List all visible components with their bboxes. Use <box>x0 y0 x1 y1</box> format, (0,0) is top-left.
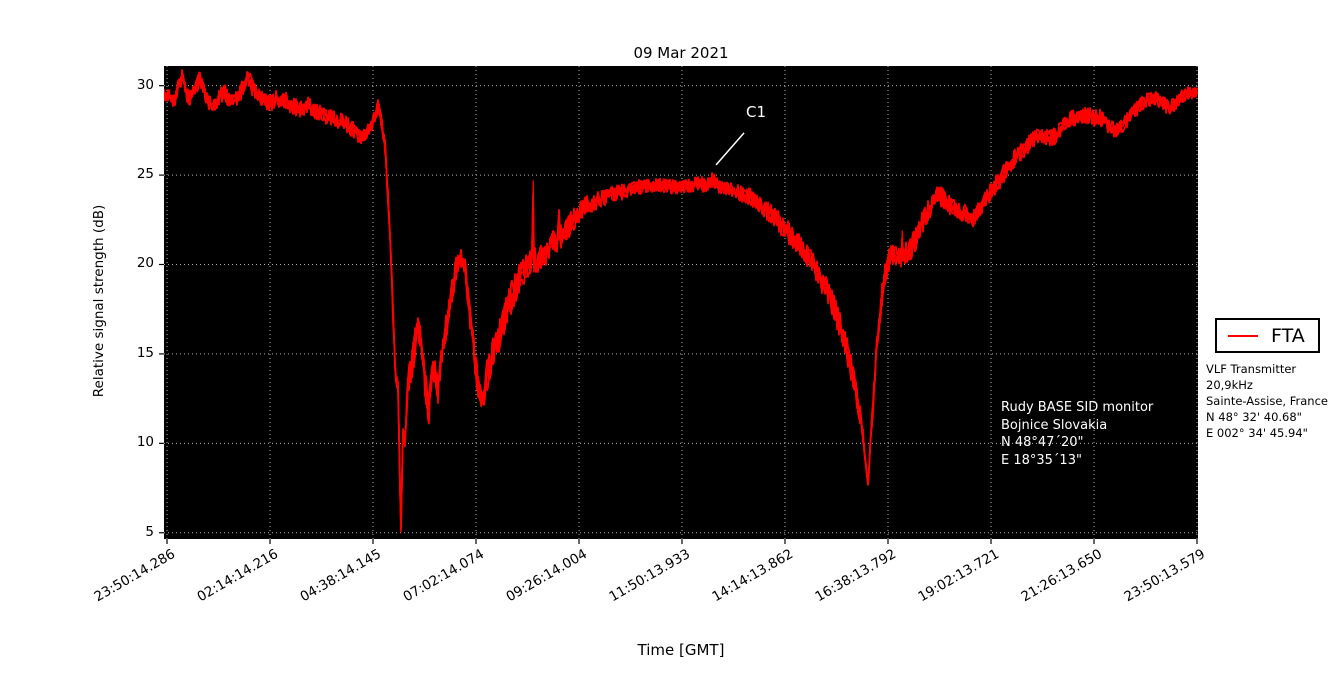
y-tick-label: 15 <box>136 344 154 361</box>
legend-series-label: FTA <box>1271 324 1305 347</box>
station-info: Rudy BASE SID monitor Bojnice Slovakia N 4… <box>1001 399 1153 469</box>
chart-title: 09 Mar 2021 <box>633 44 729 62</box>
signal-trace-base <box>164 73 1198 533</box>
y-axis-label: Relative signal strength (dB) <box>91 204 107 398</box>
axis-ticks <box>159 85 1198 544</box>
legend-box: FTA <box>1215 318 1320 353</box>
station-info-line: N 48°47´20" <box>1001 435 1084 450</box>
transmitter-info-line: N 48° 32' 40.68" <box>1206 410 1302 424</box>
transmitter-info: VLF Transmitter 20,9kHz Sainte-Assise, Fr… <box>1206 361 1331 441</box>
legend-line-sample <box>1228 334 1258 337</box>
annotation-c1-line <box>715 132 745 166</box>
transmitter-info-line: VLF Transmitter 20,9kHz <box>1206 362 1297 392</box>
y-tick-label: 5 <box>145 523 154 540</box>
y-tick-label: 10 <box>136 434 154 451</box>
station-info-line: Bojnice Slovakia <box>1001 417 1108 433</box>
transmitter-info-line: Sainte-Assise, France <box>1206 394 1328 408</box>
transmitter-info-line: E 002° 34' 45.94" <box>1206 426 1308 440</box>
x-axis-label: Time [GMT] <box>637 641 725 659</box>
station-info-line: Rudy BASE SID monitor <box>1001 400 1154 415</box>
y-tick-label: 25 <box>136 166 154 183</box>
station-info-line: E 18°35´13" <box>1001 452 1082 468</box>
y-tick-label: 20 <box>136 255 154 272</box>
annotation-c1-label: C1 <box>746 102 767 121</box>
gridlines <box>164 66 1198 539</box>
y-tick-label: 30 <box>136 76 154 93</box>
